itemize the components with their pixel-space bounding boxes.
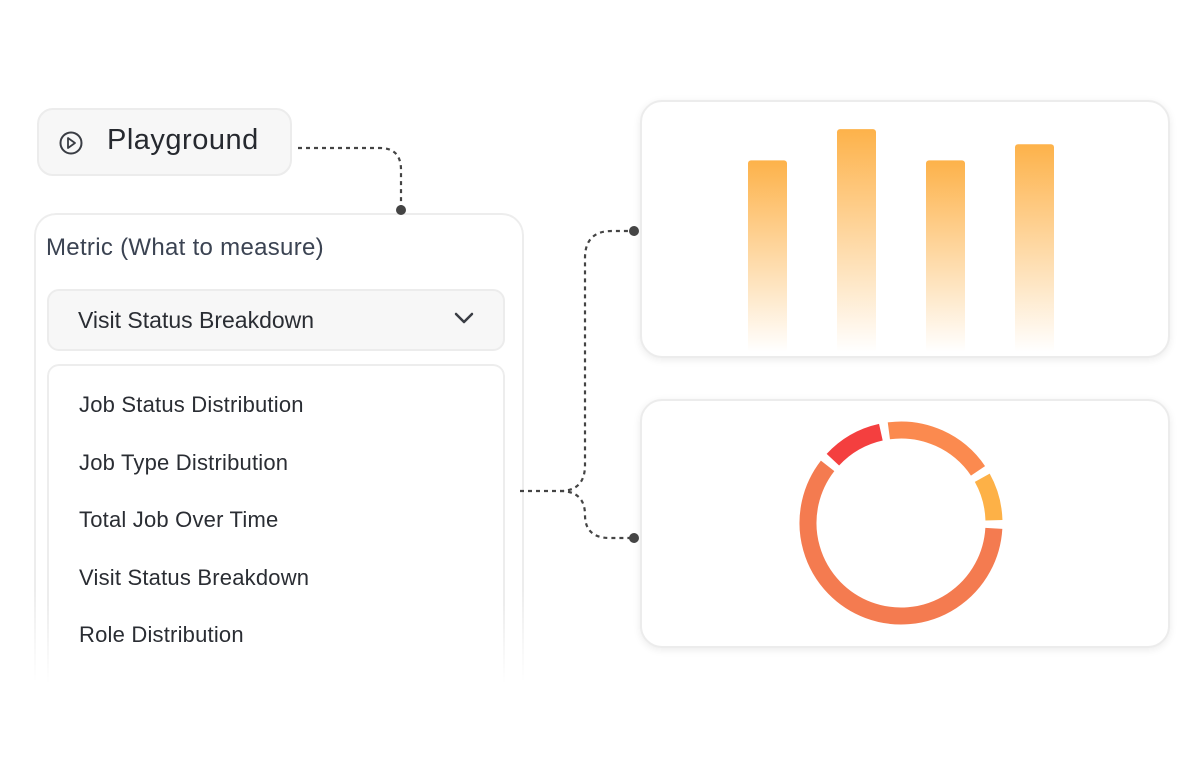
play-icon	[59, 131, 83, 155]
connector-dot	[629, 533, 639, 543]
metric-label: Metric (What to measure)	[46, 234, 324, 261]
option[interactable]: Visit Status Breakdown	[79, 565, 310, 590]
playground-label: Playground	[107, 124, 259, 156]
metric-card	[34, 213, 524, 683]
connector	[559, 489, 632, 540]
bar	[748, 160, 787, 352]
chevron	[454, 312, 474, 324]
play-icon	[67, 137, 76, 149]
donut-segment	[974, 473, 1003, 521]
option[interactable]: Job Status Distribution	[79, 392, 304, 417]
connector	[298, 146, 403, 210]
option[interactable]: Job Type Distribution	[79, 450, 289, 475]
connector-dot	[629, 226, 639, 236]
selected-value: Visit Status Breakdown	[78, 307, 315, 333]
playground-button[interactable]	[37, 108, 292, 176]
connector	[520, 229, 632, 493]
bar	[926, 160, 965, 352]
bar	[1015, 144, 1054, 352]
donut-segment	[887, 421, 986, 476]
metric-select[interactable]	[47, 289, 505, 351]
donut-panel	[640, 399, 1170, 648]
bar-panel	[640, 100, 1170, 358]
bar	[837, 129, 876, 352]
options-list	[47, 364, 505, 684]
option[interactable]: Total Job Over Time	[79, 507, 279, 532]
option[interactable]: Role Distribution	[79, 622, 244, 647]
connector-dot	[396, 205, 406, 215]
donut-segment	[799, 460, 1003, 625]
donut-segment	[826, 423, 884, 466]
